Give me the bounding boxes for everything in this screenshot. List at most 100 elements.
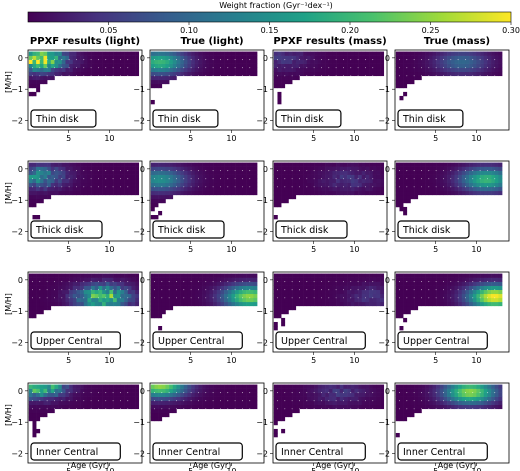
heatmap-cell bbox=[213, 59, 218, 64]
grid-dot bbox=[399, 408, 400, 410]
heatmap-cell bbox=[406, 388, 411, 393]
grid-dot bbox=[399, 59, 400, 61]
heatmap-cell bbox=[317, 55, 322, 60]
heatmap-cell bbox=[39, 289, 44, 295]
heatmap-cell bbox=[98, 59, 103, 64]
heatmap-cell bbox=[220, 63, 225, 69]
heatmap-cell bbox=[281, 301, 286, 307]
heatmap-cell bbox=[292, 162, 297, 167]
heatmap-cell bbox=[124, 166, 129, 171]
grid-dot bbox=[97, 281, 99, 283]
heatmap-cell bbox=[354, 71, 359, 77]
heatmap-cell bbox=[36, 87, 41, 93]
heatmap-cell bbox=[169, 59, 174, 64]
heatmap-cell bbox=[83, 388, 88, 393]
grid-dot bbox=[83, 178, 85, 180]
heatmap-cell bbox=[439, 170, 444, 175]
heatmap-cell bbox=[328, 400, 333, 406]
grid-dot bbox=[284, 297, 286, 299]
heatmap-cell bbox=[487, 273, 492, 278]
heatmap-cell bbox=[187, 170, 192, 175]
grid-dot bbox=[127, 289, 129, 291]
heatmap-cell bbox=[436, 170, 441, 175]
heatmap-cell bbox=[284, 309, 289, 315]
heatmap-cell bbox=[235, 178, 240, 184]
heatmap-cell bbox=[54, 63, 59, 69]
heatmap-cell bbox=[339, 51, 344, 56]
grid-dot bbox=[198, 178, 199, 180]
heatmap-cell bbox=[72, 281, 77, 286]
heatmap-cell bbox=[127, 396, 132, 402]
grid-dot bbox=[219, 186, 221, 188]
heatmap-cell bbox=[50, 400, 55, 406]
heatmap-cell bbox=[299, 400, 304, 406]
heatmap-cell bbox=[436, 174, 441, 180]
heatmap-cell bbox=[277, 51, 282, 56]
heatmap-cell bbox=[472, 182, 477, 188]
heatmap-cell bbox=[465, 170, 470, 175]
heatmap-cell bbox=[306, 384, 311, 389]
heatmap-cell bbox=[465, 301, 470, 307]
heatmap-cell bbox=[39, 166, 44, 171]
heatmap-cell bbox=[277, 95, 282, 101]
heatmap-cell bbox=[28, 83, 33, 89]
grid-dot bbox=[350, 59, 352, 61]
heatmap-cell bbox=[354, 281, 359, 286]
heatmap-cell bbox=[350, 285, 355, 291]
grid-dot bbox=[357, 289, 359, 291]
heatmap-cell bbox=[310, 285, 315, 291]
grid-dot bbox=[372, 170, 374, 172]
heatmap-cell bbox=[194, 59, 199, 64]
heatmap-cell bbox=[150, 182, 155, 188]
heatmap-cell bbox=[395, 202, 400, 208]
grid-dot bbox=[212, 59, 214, 61]
heatmap-cell bbox=[28, 202, 33, 208]
heatmap-cell bbox=[380, 51, 385, 56]
heatmap-cell bbox=[161, 408, 166, 414]
grid-dot bbox=[342, 75, 344, 77]
heatmap-cell bbox=[87, 384, 92, 389]
heatmap-cell bbox=[487, 166, 492, 171]
heatmap-cell bbox=[450, 285, 455, 291]
heatmap-cell bbox=[116, 273, 121, 278]
heatmap-cell bbox=[165, 396, 170, 402]
heatmap-cell bbox=[483, 182, 488, 188]
heatmap-cell bbox=[358, 174, 363, 180]
heatmap-cell bbox=[131, 166, 136, 171]
colorbar-ticks: 0.05 0.10 0.15 0.20 0.25 0.30 bbox=[100, 22, 520, 35]
heatmap-cell bbox=[161, 174, 166, 180]
heatmap-cell bbox=[172, 289, 177, 295]
heatmap-cell bbox=[410, 392, 415, 397]
grid-dot bbox=[168, 67, 170, 69]
grid-dot bbox=[399, 297, 400, 299]
heatmap-cell bbox=[498, 384, 503, 389]
heatmap-cell bbox=[72, 289, 77, 295]
grid-dot bbox=[183, 281, 185, 283]
heatmap-cell bbox=[395, 71, 400, 77]
heatmap-cell bbox=[205, 396, 210, 402]
heatmap-cell bbox=[483, 392, 488, 397]
heatmap-cell bbox=[39, 384, 44, 389]
heatmap-cell bbox=[154, 396, 159, 402]
heatmap-cell bbox=[292, 404, 297, 410]
grid-dot bbox=[61, 170, 63, 172]
grid-dot bbox=[335, 400, 337, 402]
heatmap-cell bbox=[98, 162, 103, 167]
heatmap-cell bbox=[306, 51, 311, 56]
grid-dot bbox=[472, 170, 474, 172]
heatmap-cell bbox=[406, 59, 411, 64]
heatmap-cell bbox=[253, 174, 258, 180]
heatmap-cell bbox=[39, 277, 44, 282]
heatmap-cell bbox=[332, 186, 337, 192]
heatmap-cell bbox=[450, 162, 455, 167]
heatmap-cell bbox=[102, 273, 107, 278]
heatmap-cell bbox=[454, 281, 459, 286]
heatmap-cell bbox=[50, 75, 55, 81]
heatmap-cell bbox=[425, 285, 430, 291]
heatmap-cell bbox=[317, 190, 322, 196]
heatmap-cell bbox=[72, 190, 77, 196]
heatmap-cell bbox=[235, 404, 240, 410]
heatmap-cell bbox=[299, 170, 304, 175]
grid-dot bbox=[494, 75, 496, 77]
heatmap-cell bbox=[314, 55, 319, 60]
